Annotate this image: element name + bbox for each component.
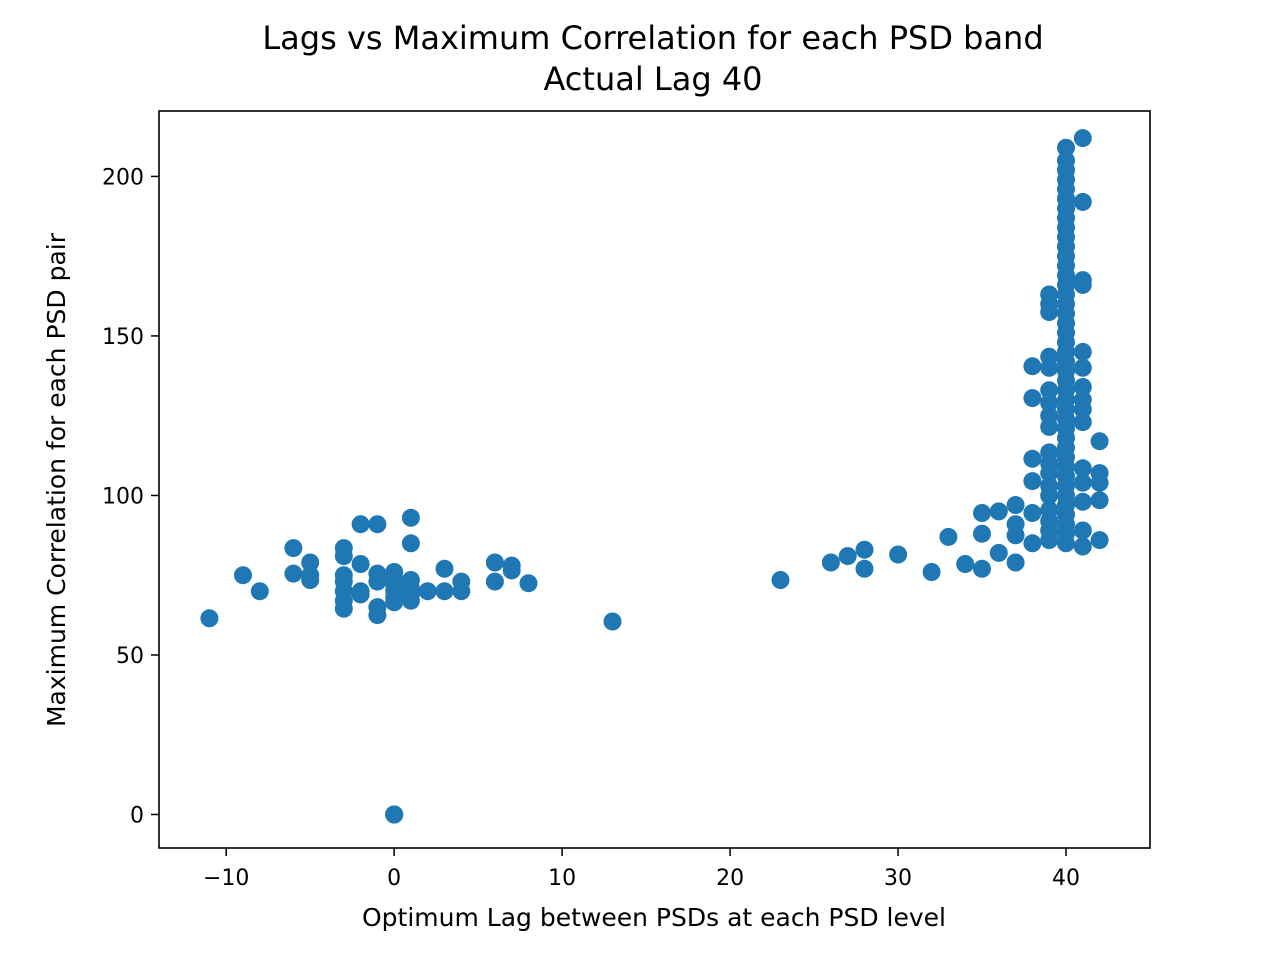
data-point — [1073, 473, 1092, 492]
y-tick-label: 200 — [102, 165, 144, 190]
data-point — [351, 585, 370, 604]
x-tick-label: 0 — [387, 866, 401, 891]
data-point — [1073, 192, 1092, 211]
data-point — [1040, 417, 1059, 436]
data-point — [1073, 492, 1092, 511]
data-point — [385, 805, 404, 824]
x-tick-label: 40 — [1052, 866, 1080, 891]
data-point — [1073, 413, 1092, 432]
data-point — [989, 502, 1008, 521]
x-axis-label: Optimum Lag between PSDs at each PSD lev… — [362, 903, 946, 932]
data-point — [519, 574, 538, 593]
y-tick-label: 0 — [130, 804, 144, 829]
data-point — [1040, 464, 1059, 483]
data-point — [301, 553, 320, 572]
data-point — [1023, 472, 1042, 491]
data-point — [385, 593, 404, 612]
data-point — [838, 547, 857, 566]
data-point — [1006, 496, 1025, 514]
x-tick-label: 20 — [716, 866, 744, 891]
chart-title-line-2: Actual Lag 40 — [543, 60, 762, 98]
data-point — [301, 571, 320, 589]
data-point — [1073, 358, 1092, 377]
y-tick-label: 100 — [102, 484, 144, 509]
data-point — [1023, 449, 1042, 468]
data-point — [1023, 357, 1042, 376]
data-point — [1090, 531, 1109, 550]
data-point — [1023, 504, 1042, 522]
data-point — [200, 609, 219, 628]
data-point — [1073, 400, 1092, 419]
data-point — [452, 582, 471, 601]
data-point — [368, 572, 387, 591]
y-tick-label: 50 — [116, 644, 144, 669]
data-point — [401, 591, 420, 610]
data-point — [401, 508, 420, 527]
data-point — [368, 606, 387, 625]
data-point — [435, 559, 454, 578]
data-point — [1073, 459, 1092, 478]
data-point — [1040, 393, 1059, 412]
data-point — [1040, 486, 1059, 505]
data-point — [1040, 358, 1059, 377]
data-point — [1040, 303, 1059, 321]
data-point — [1040, 381, 1059, 400]
data-point — [485, 553, 504, 572]
data-point — [771, 571, 790, 589]
data-point — [939, 527, 958, 546]
x-tick-label: 30 — [884, 866, 912, 891]
data-point — [368, 515, 387, 534]
plot-frame — [158, 110, 1151, 849]
data-point — [1057, 138, 1075, 157]
data-point — [351, 515, 370, 534]
data-point — [1073, 378, 1092, 396]
data-point — [956, 555, 975, 573]
data-point — [1057, 534, 1075, 553]
data-point — [485, 572, 504, 591]
x-tick-label: −10 — [203, 866, 249, 891]
chart-title-line-1: Lags vs Maximum Correlation for each PSD… — [262, 19, 1043, 57]
data-point — [973, 524, 991, 543]
axis-ticks: −10 0 10 20 30 40 0 50 100 150 200 — [102, 165, 1080, 891]
data-point — [1090, 432, 1109, 451]
data-point — [1073, 537, 1092, 556]
data-point — [334, 599, 353, 618]
data-point — [855, 540, 874, 559]
data-point — [284, 564, 303, 583]
data-point — [351, 555, 370, 573]
data-point — [284, 539, 303, 558]
y-tick-label: 150 — [102, 325, 144, 350]
data-point — [1090, 491, 1109, 510]
data-point — [922, 563, 941, 581]
data-point — [418, 582, 437, 601]
data-point — [821, 553, 840, 572]
data-point — [334, 547, 353, 566]
data-point — [435, 582, 454, 601]
data-point — [1090, 473, 1109, 492]
data-point — [973, 504, 991, 522]
data-point — [1040, 531, 1059, 550]
data-point — [889, 545, 908, 564]
data-point — [1006, 553, 1025, 572]
y-axis-label: Maximum Correlation for each PSD pair — [42, 232, 71, 727]
data-point — [234, 566, 252, 585]
x-tick-label: 10 — [548, 866, 576, 891]
data-point — [1006, 526, 1025, 545]
scatter-points — [200, 129, 1109, 824]
data-point — [502, 561, 521, 580]
data-point — [855, 559, 874, 578]
data-point — [1073, 275, 1092, 294]
data-point — [401, 534, 420, 553]
data-point — [973, 559, 991, 578]
data-point — [603, 612, 622, 631]
data-point — [1023, 389, 1042, 408]
data-point — [1023, 534, 1042, 553]
data-point — [989, 543, 1008, 562]
data-point — [250, 582, 269, 601]
data-point — [1073, 521, 1092, 540]
data-point — [1073, 342, 1092, 361]
data-point — [1073, 129, 1092, 148]
